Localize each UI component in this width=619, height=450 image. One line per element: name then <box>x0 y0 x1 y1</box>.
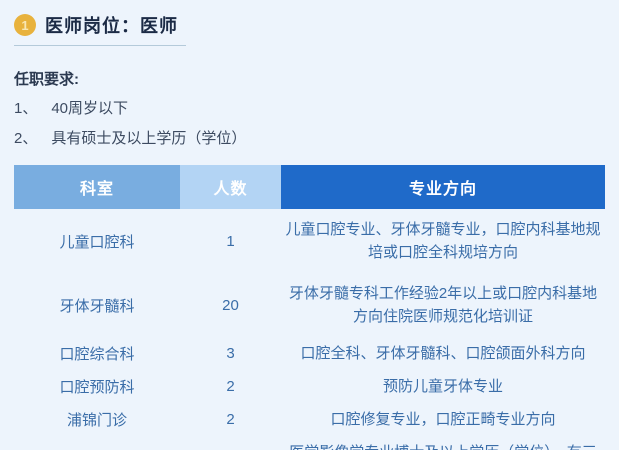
dept-cell: 口腔综合科 <box>59 346 135 363</box>
dept-cell: 浦锦门诊 <box>66 412 127 429</box>
page-title: 医师岗位：医师 <box>45 16 178 36</box>
requirement-text: 40周岁以下 <box>51 100 129 117</box>
table-row: 牙体牙髓科 20 牙体牙髓专科工作经验2年以上或口腔内科基地方向住院医师规范化培… <box>14 273 605 337</box>
column-header-direction: 专业方向 <box>281 165 605 209</box>
dept-cell: 口腔预防科 <box>59 379 135 396</box>
direction-cell: 预防儿童牙体专业 <box>382 378 503 395</box>
count-cell: 2 <box>226 378 235 395</box>
section-number-badge: 1 <box>14 14 36 36</box>
table-row: 浦锦门诊 2 口腔修复专业，口腔正畸专业方向 <box>14 403 605 436</box>
requirement-item: 1、 40周岁以下 <box>14 99 605 119</box>
direction-cell: 医学影像学专业博士及以上学历（学位），有三甲医院相关经验者优先。 <box>281 441 605 450</box>
direction-cell: 口腔修复专业，口腔正畸专业方向 <box>330 411 556 428</box>
table-body: 儿童口腔科 1 儿童口腔专业、牙体牙髓专业，口腔内科基地规培或口腔全科规培方向 … <box>14 209 605 450</box>
requirement-text: 具有硕士及以上学历（学位） <box>51 130 247 147</box>
direction-cell: 儿童口腔专业、牙体牙髓专业，口腔内科基地规培或口腔全科规培方向 <box>285 221 601 261</box>
count-cell: 1 <box>226 232 235 250</box>
table-row: 医学影像 1 医学影像学专业博士及以上学历（学位），有三甲医院相关经验者优先。 <box>14 436 605 450</box>
direction-cell: 口腔全科、牙体牙髓科、口腔颌面外科方向 <box>300 345 586 362</box>
section-header: 1 医师岗位：医师 <box>14 12 605 38</box>
count-cell: 3 <box>226 345 235 362</box>
title-divider <box>14 45 186 46</box>
requirements-heading: 任职要求: <box>14 71 79 88</box>
table-row: 儿童口腔科 1 儿童口腔专业、牙体牙髓专业，口腔内科基地规培或口腔全科规培方向 <box>14 209 605 273</box>
table-header-row: 科室 人数 专业方向 <box>14 165 605 209</box>
table-row: 口腔综合科 3 口腔全科、牙体牙髓科、口腔颌面外科方向 <box>14 337 605 370</box>
column-header-department: 科室 <box>14 165 180 209</box>
direction-cell: 牙体牙髓专科工作经验2年以上或口腔内科基地方向住院医师规范化培训证 <box>288 285 598 325</box>
table-row: 口腔预防科 2 预防儿童牙体专业 <box>14 370 605 403</box>
requirement-item: 2、 具有硕士及以上学历（学位） <box>14 129 605 149</box>
positions-table: 科室 人数 专业方向 儿童口腔科 1 儿童口腔专业、牙体牙髓专业，口腔内科基地规… <box>14 165 605 450</box>
dept-cell: 儿童口腔科 <box>59 233 135 251</box>
requirement-number: 2、 <box>14 130 38 147</box>
requirement-number: 1、 <box>14 100 38 117</box>
count-cell: 2 <box>226 411 235 428</box>
count-cell: 20 <box>222 296 239 314</box>
column-header-count: 人数 <box>180 165 281 209</box>
dept-cell: 牙体牙髓科 <box>59 297 135 315</box>
